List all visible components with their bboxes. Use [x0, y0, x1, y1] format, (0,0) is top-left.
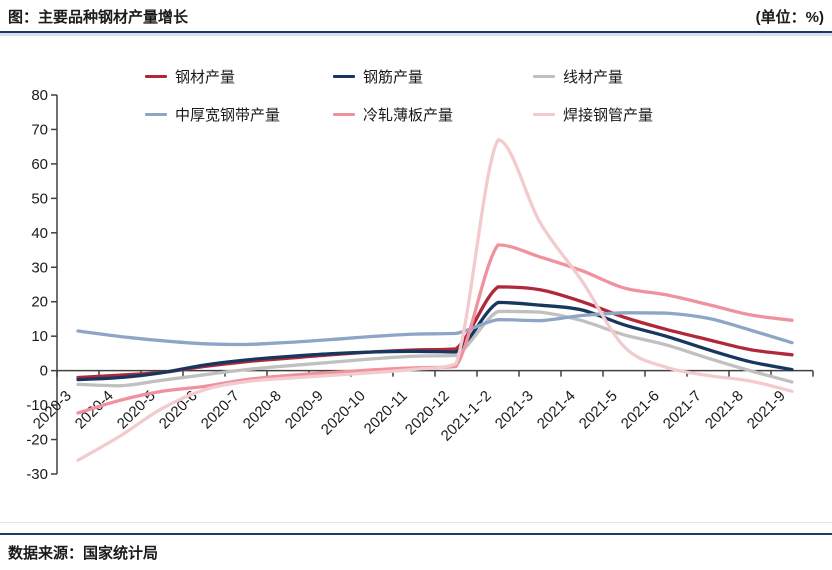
x-tick-label: 2021-6: [618, 387, 663, 432]
legend-label: 冷轧薄板产量: [363, 107, 454, 124]
legend-item-5: 焊接钢管产量: [533, 104, 773, 125]
legend-swatch-icon: [145, 112, 167, 117]
y-tick-label: -10: [26, 397, 48, 414]
footer-divider-light: [0, 522, 832, 523]
legend-label: 钢材产量: [175, 69, 236, 86]
x-tick-label: 2020-7: [198, 387, 243, 432]
chart-title: 图：主要品种钢材产量增长: [8, 9, 189, 26]
chart-legend: 钢材产量 钢筋产量 线材产量中厚宽钢带产量 冷轧薄板产量 焊接钢管产量: [145, 66, 773, 125]
legend-item-0: 钢材产量: [145, 66, 333, 87]
x-tick-label: 2021-8: [702, 387, 747, 432]
y-tick-label: 20: [31, 294, 48, 311]
footer-divider: [0, 533, 832, 535]
series-line-3: [76, 311, 794, 347]
source-note: 数据来源：国家统计局: [8, 545, 159, 562]
series-line-2: [76, 309, 794, 388]
series-line-1: [76, 300, 794, 382]
x-tick-label: 2020-4: [72, 387, 117, 432]
series-lines: [76, 138, 794, 462]
x-tick-label: 2020-8: [240, 387, 285, 432]
y-tick-label: 0: [40, 363, 48, 380]
y-tick-label: 60: [31, 156, 48, 173]
y-tick-label: -20: [26, 432, 48, 449]
y-tick-label: 30: [31, 259, 48, 276]
unit-label: (单位：%): [755, 9, 824, 26]
chart-header: 图：主要品种钢材产量增长 (单位：%): [0, 0, 832, 33]
legend-label: 焊接钢管产量: [563, 107, 654, 124]
y-axis: [51, 94, 58, 475]
x-tick-label: 2021-7: [660, 387, 705, 432]
legend-item-3: 中厚宽钢带产量: [145, 104, 333, 125]
y-tick-labels: 80 70 60 50 40 30 20 10 0 -10 -20 -30: [26, 87, 48, 483]
y-tick-label: 80: [31, 87, 48, 104]
y-tick-label: 40: [31, 225, 48, 242]
x-tick-label: 2020-10: [318, 387, 369, 438]
legend-swatch-icon: [533, 112, 555, 117]
legend-item-4: 冷轧薄板产量: [333, 104, 533, 125]
legend-label: 中厚宽钢带产量: [175, 107, 281, 124]
legend-label: 钢筋产量: [363, 69, 424, 86]
x-tick-label: 2021-3: [492, 387, 537, 432]
y-tick-label: -30: [26, 466, 48, 483]
x-tick-label: 2021-9: [744, 387, 789, 432]
legend-swatch-icon: [533, 74, 555, 79]
y-tick-label: 10: [31, 328, 48, 345]
legend-label: 线材产量: [563, 69, 624, 86]
legend-swatch-icon: [333, 112, 355, 117]
x-tick-label: 2021-5: [576, 387, 621, 432]
series-line-4: [76, 243, 794, 415]
legend-item-2: 线材产量: [533, 66, 773, 87]
legend-swatch-icon: [333, 74, 355, 79]
y-tick-label: 70: [31, 121, 48, 138]
series-line-5: [76, 138, 794, 462]
legend-item-1: 钢筋产量: [333, 66, 533, 87]
legend-swatch-icon: [145, 74, 167, 79]
x-tick-label: 2020-11: [361, 387, 411, 437]
y-tick-label: 50: [31, 190, 48, 207]
x-tick-label: 2021-4: [534, 387, 579, 432]
